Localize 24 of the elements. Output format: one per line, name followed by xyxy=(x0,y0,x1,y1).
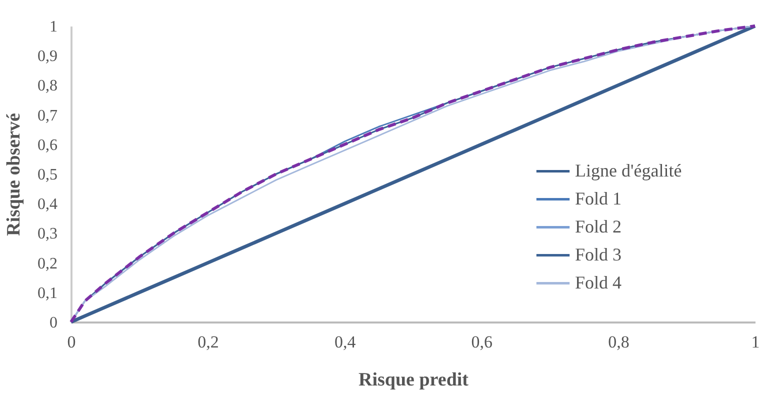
legend-label: Fold 4 xyxy=(575,272,622,292)
y-tick-label: 0,5 xyxy=(38,166,58,184)
legend-label: Fold 1 xyxy=(575,188,622,208)
x-tick-label: 0,8 xyxy=(608,332,630,352)
x-tick-label: 0,4 xyxy=(334,332,356,352)
y-tick-label: 0,4 xyxy=(38,196,58,214)
y-tick-label: 0,7 xyxy=(38,107,58,124)
y-axis-title: Risque observé xyxy=(4,113,24,236)
y-tick-label: 0,1 xyxy=(38,284,58,302)
x-tick-label: 0 xyxy=(67,332,76,352)
y-tick-label: 0,2 xyxy=(38,255,58,272)
y-tick-label: 0,9 xyxy=(38,48,58,66)
x-tick-label: 0,6 xyxy=(471,332,493,352)
y-tick-label: 0,3 xyxy=(38,226,58,243)
x-tick-label: 1 xyxy=(751,332,760,352)
x-axis-title: Risque predit xyxy=(358,370,470,390)
y-tick-label: 0,6 xyxy=(38,136,58,154)
y-tick-label: 0,8 xyxy=(38,78,58,95)
legend-label: Fold 2 xyxy=(575,216,622,236)
y-tick-label: 0 xyxy=(50,314,58,332)
y-tick-label: 1 xyxy=(50,18,58,36)
legend-label: Ligne d'égalité xyxy=(575,160,682,180)
x-tick-label: 0,2 xyxy=(198,332,219,352)
legend-label: Fold 3 xyxy=(575,244,622,264)
